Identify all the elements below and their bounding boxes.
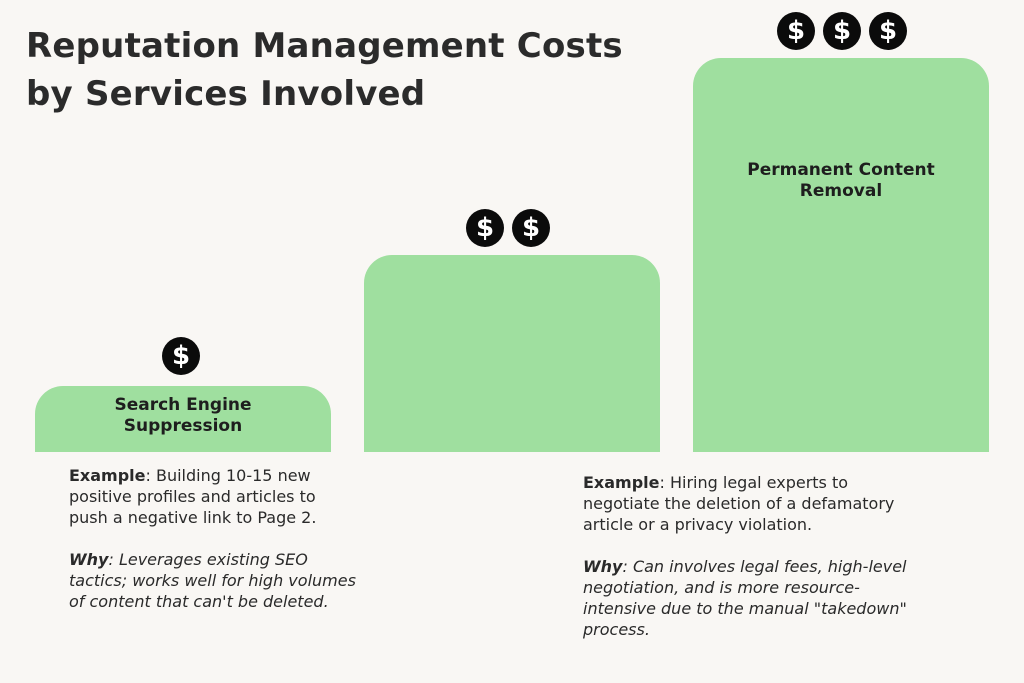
example-label: Example (69, 466, 146, 485)
why-paragraph: Why: Leverages existing SEO (69, 549, 449, 570)
example-label: Example (583, 473, 660, 492)
note-permanent-content-removal: Example: Hiring legal experts to negotia… (583, 472, 1003, 640)
tier-label-line-1: Search Engine (114, 395, 252, 415)
cost-indicator-3: $ $ $ (777, 12, 907, 50)
example-paragraph: Example: Hiring legal experts to (583, 472, 1003, 493)
example-text-line: positive profiles and articles to (69, 487, 316, 506)
tier-label-line-1: Permanent Content (747, 160, 935, 180)
why-text-line: intensive due to the manual "takedown" (583, 599, 907, 618)
title-line-2: by Services Involved (26, 74, 426, 114)
tier-label: Search Engine Suppression (35, 395, 331, 437)
title-line-1: Reputation Management Costs (26, 26, 623, 66)
tier-bar-search-engine-suppression: Search Engine Suppression (35, 386, 331, 452)
page-title: Reputation Management Costs by Services … (26, 22, 666, 118)
why-text-line: : Can involves legal fees, high-level (622, 557, 907, 576)
dollar-coin-icon: $ (162, 337, 200, 375)
cost-indicator-1: $ (162, 337, 200, 375)
example-text-line: : Building 10-15 new (145, 466, 311, 485)
tier-bar-permanent-content-removal: Permanent Content Removal (693, 58, 989, 452)
why-text-line: of content that can't be deleted. (69, 592, 329, 611)
tier-label-line-2: Suppression (123, 416, 243, 436)
tier-bar-middle (364, 255, 660, 452)
why-paragraph: Why: Can involves legal fees, high-level (583, 556, 1003, 577)
tier-label: Permanent Content Removal (693, 160, 989, 202)
why-label: Why (583, 557, 623, 576)
example-text-line: : Hiring legal experts to (659, 473, 849, 492)
dollar-coin-icon: $ (823, 12, 861, 50)
example-text-line: negotiate the deletion of a defamatory (583, 494, 895, 513)
dollar-coin-icon: $ (466, 209, 504, 247)
why-label: Why (69, 550, 109, 569)
note-search-engine-suppression: Example: Building 10-15 new positive pro… (69, 465, 449, 612)
dollar-coin-icon: $ (777, 12, 815, 50)
dollar-coin-icon: $ (869, 12, 907, 50)
why-text-line: tactics; works well for high volumes (69, 571, 356, 590)
example-text-line: article or a privacy violation. (583, 515, 813, 534)
why-text-line: : Leverages existing SEO (108, 550, 308, 569)
example-paragraph: Example: Building 10-15 new (69, 465, 449, 486)
why-text-line: process. (583, 620, 650, 639)
tier-label-line-2: Removal (799, 181, 883, 201)
example-text-line: push a negative link to Page 2. (69, 508, 317, 527)
why-text-line: negotiation, and is more resource- (583, 578, 860, 597)
dollar-coin-icon: $ (512, 209, 550, 247)
cost-indicator-2: $ $ (466, 209, 550, 247)
